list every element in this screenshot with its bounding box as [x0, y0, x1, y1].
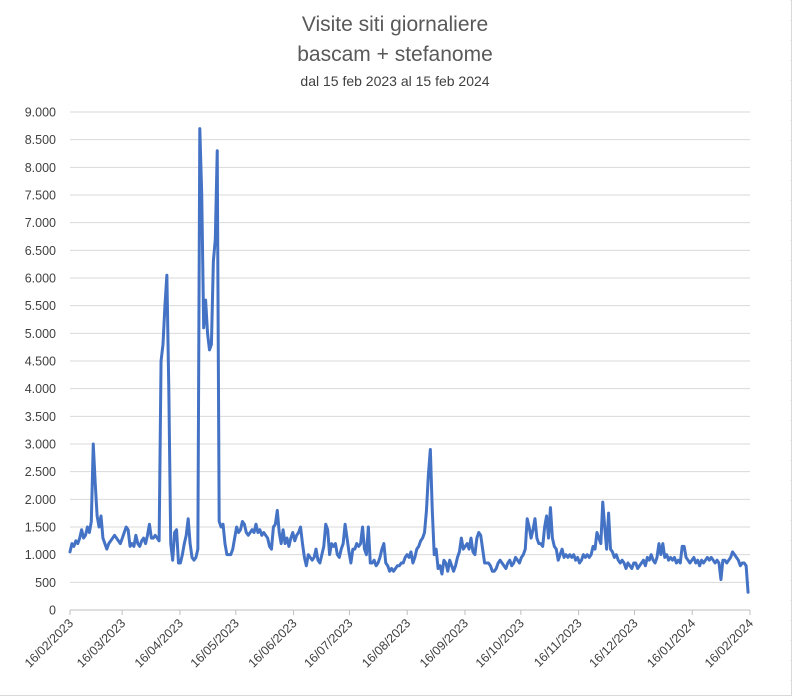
- y-tick-label: 3.000: [25, 438, 56, 452]
- y-tick-label: 7.500: [25, 189, 56, 203]
- y-tick-label: 7.000: [25, 216, 56, 230]
- chart-date-range: dal 15 feb 2023 al 15 feb 2024: [300, 73, 490, 89]
- x-tick-label: 16/05/2023: [188, 616, 242, 670]
- y-tick-label: 8.500: [25, 133, 56, 147]
- y-tick-label: 3.500: [25, 410, 56, 424]
- y-tick-label: 5.500: [25, 299, 56, 313]
- series-line: [68, 127, 750, 594]
- chart-subtitle: bascam + stefanome: [297, 43, 493, 66]
- y-tick-label: 6.500: [25, 244, 56, 258]
- y-tick-label: 0: [49, 604, 56, 618]
- x-tick-label: 16/08/2023: [359, 616, 413, 670]
- y-tick-label: 4.000: [25, 382, 56, 396]
- y-tick-label: 2.000: [25, 493, 56, 507]
- x-tick-label: 16/06/2023: [246, 616, 300, 670]
- y-tick-label: 9.000: [25, 106, 56, 120]
- y-tick-label: 1.500: [25, 521, 56, 535]
- x-tick-label: 16/07/2023: [301, 616, 355, 670]
- chart-title: Visite siti giornaliere: [301, 13, 489, 36]
- x-tick-label: 16/11/2023: [531, 616, 585, 670]
- x-tick-label: 16/03/2023: [74, 616, 128, 670]
- x-tick-label: 16/09/2023: [417, 616, 471, 670]
- y-tick-label: 5.000: [25, 327, 56, 341]
- y-tick-label: 1.000: [25, 548, 56, 562]
- y-tick-label: 2.500: [25, 465, 56, 479]
- x-tick-label: 16/12/2023: [586, 616, 640, 670]
- x-tick-label: 16/01/2024: [644, 616, 698, 670]
- x-tick-label: 16/02/2023: [22, 616, 76, 670]
- x-tick-label: 16/10/2023: [473, 616, 527, 670]
- y-tick-label: 4.500: [25, 355, 56, 369]
- y-tick-label: 8.000: [25, 161, 56, 175]
- y-tick-label: 6.000: [25, 272, 56, 286]
- x-tick-label: 16/04/2023: [132, 616, 186, 670]
- y-tick-label: 500: [35, 576, 56, 590]
- x-tick-label: 16/02/2024: [702, 616, 756, 670]
